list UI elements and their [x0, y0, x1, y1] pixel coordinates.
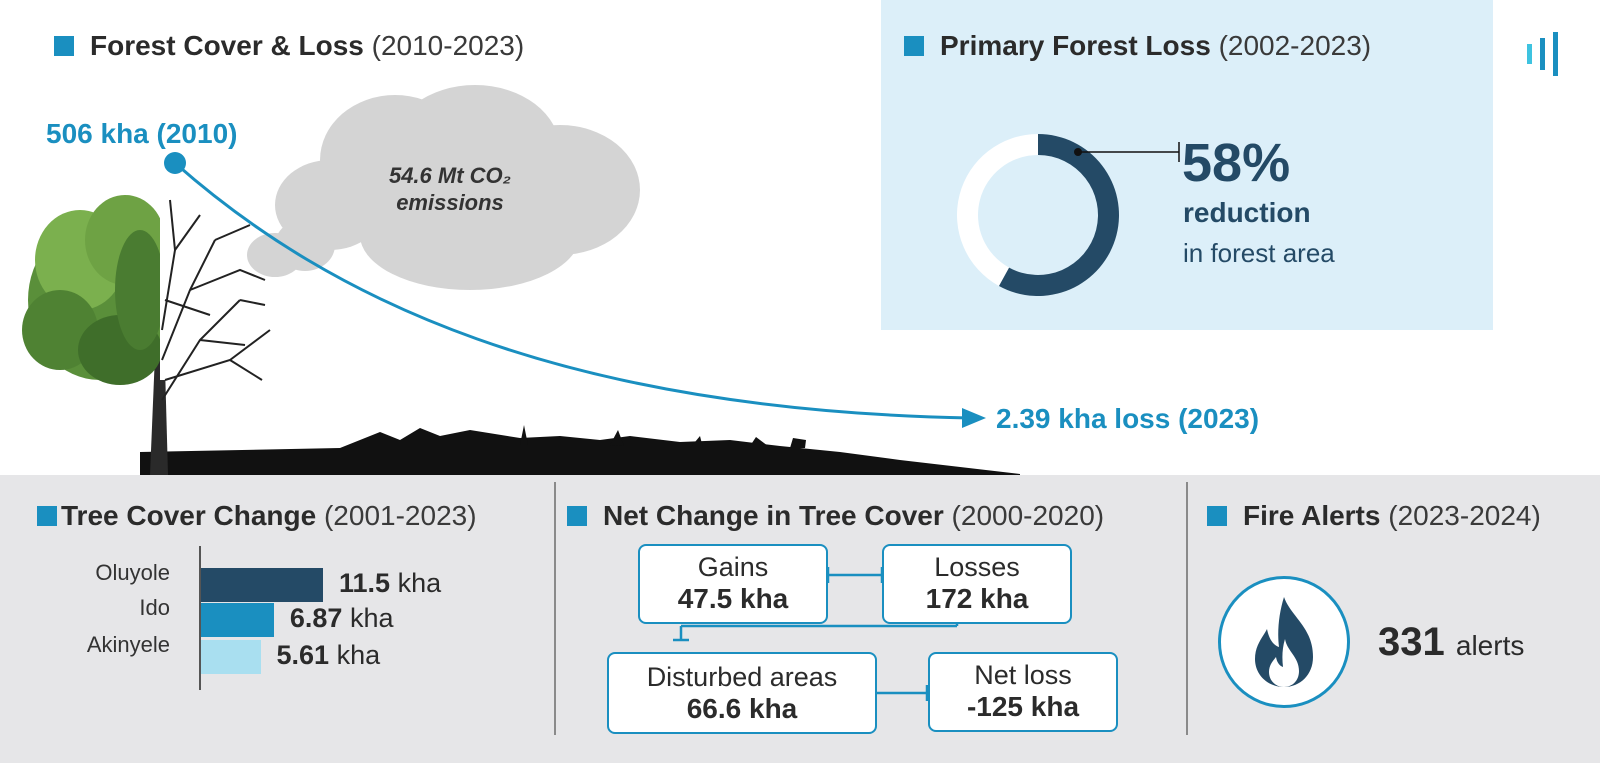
tree-cover-title: Tree Cover Change [61, 500, 317, 531]
fire-alerts-title: Fire Alerts [1243, 500, 1381, 531]
cloud-illustration [247, 85, 640, 290]
fire-alerts-heading: Fire Alerts (2023-2024) [1207, 500, 1541, 532]
forest-illustration [22, 85, 1020, 475]
bar-signal-icon [1527, 32, 1558, 76]
netloss-value: -125 kha [966, 691, 1080, 722]
section-marker [904, 36, 924, 56]
net-change-title: Net Change in Tree Cover [603, 500, 944, 531]
bar-value-label: 6.87 kha [289, 603, 394, 633]
primary-forest-donut [957, 134, 1180, 296]
fire-alerts-period: (2023-2024) [1388, 500, 1541, 531]
fire-count-value: 331 [1378, 620, 1445, 664]
primary-forest-heading: Primary Forest Loss (2002-2023) [904, 30, 1371, 62]
flame-icon [1255, 597, 1313, 687]
net-change-period: (2000-2020) [951, 500, 1105, 531]
tree-cover-heading: Tree Cover Change (2001-2023) [37, 500, 477, 532]
decline-curve [174, 161, 971, 420]
section-marker [1207, 506, 1227, 526]
bar-category-label: Oluyole [95, 560, 170, 585]
bar-value-label: 11.5 kha [339, 568, 442, 598]
forest-cover-heading: Forest Cover & Loss (2010-2023) [54, 30, 524, 62]
tree-cover-period: (2001-2023) [323, 500, 477, 531]
bar-value-label: 5.61 kha [276, 640, 381, 670]
disturbed-label: Disturbed areas [646, 662, 838, 692]
end-value-label: 2.39 kha loss (2023) [996, 403, 1260, 434]
fire-alert-count: 331 alerts [1378, 620, 1524, 665]
start-point [164, 152, 186, 174]
net-change-heading: Net Change in Tree Cover (2000-2020) [567, 500, 1104, 532]
reduction-percent: 58% [1182, 133, 1291, 193]
divider [554, 482, 556, 735]
gains-box: Gains 47.5 kha [638, 544, 828, 624]
donut-remaining-slice [957, 134, 1038, 286]
reduction-label: reduction [1183, 197, 1311, 228]
section-marker [54, 36, 74, 56]
section-marker [567, 506, 587, 526]
gains-label: Gains [697, 552, 769, 582]
losses-box: Losses 172 kha [882, 544, 1072, 624]
reduction-sublabel: in forest area [1183, 238, 1335, 268]
emissions-value: 54.6 Mt CO₂ [388, 163, 512, 188]
bar-ido [201, 603, 274, 637]
end-arrow [962, 408, 986, 428]
fire-count-unit: alerts [1455, 630, 1525, 661]
tree-green-foliage [22, 180, 180, 385]
divider [1186, 482, 1188, 735]
forest-cover-title: Forest Cover & Loss [90, 30, 364, 61]
tree-bare-branches [161, 199, 271, 401]
netloss-box: Net loss -125 kha [928, 652, 1118, 732]
disturbed-box: Disturbed areas 66.6 kha [607, 652, 877, 734]
bar-axis [199, 546, 201, 690]
bar-oluyole [201, 568, 323, 602]
emissions-text: 54.6 Mt CO₂ emissions [355, 162, 545, 216]
net-change-connectors [673, 567, 965, 701]
gains-value: 47.5 kha [677, 583, 789, 614]
donut-leader-dot [1074, 148, 1082, 156]
bar-category-label: Ido [139, 595, 170, 620]
donut-reduction-slice [998, 134, 1119, 296]
forest-cover-period: (2010-2023) [371, 30, 525, 61]
bar-akinyele [201, 640, 261, 674]
emissions-label: emissions [396, 190, 504, 215]
fire-icon-badge [1218, 576, 1350, 708]
disturbed-value: 66.6 kha [686, 693, 798, 724]
primary-forest-title: Primary Forest Loss [940, 30, 1211, 61]
burned-ground [140, 428, 1020, 475]
netloss-label: Net loss [974, 660, 1072, 690]
section-marker [37, 506, 57, 526]
primary-forest-period: (2002-2023) [1218, 30, 1372, 61]
start-value-label: 506 kha (2010) [46, 118, 238, 149]
losses-label: Losses [934, 552, 1020, 582]
bar-category-label: Akinyele [86, 632, 170, 657]
losses-value: 172 kha [925, 583, 1029, 614]
